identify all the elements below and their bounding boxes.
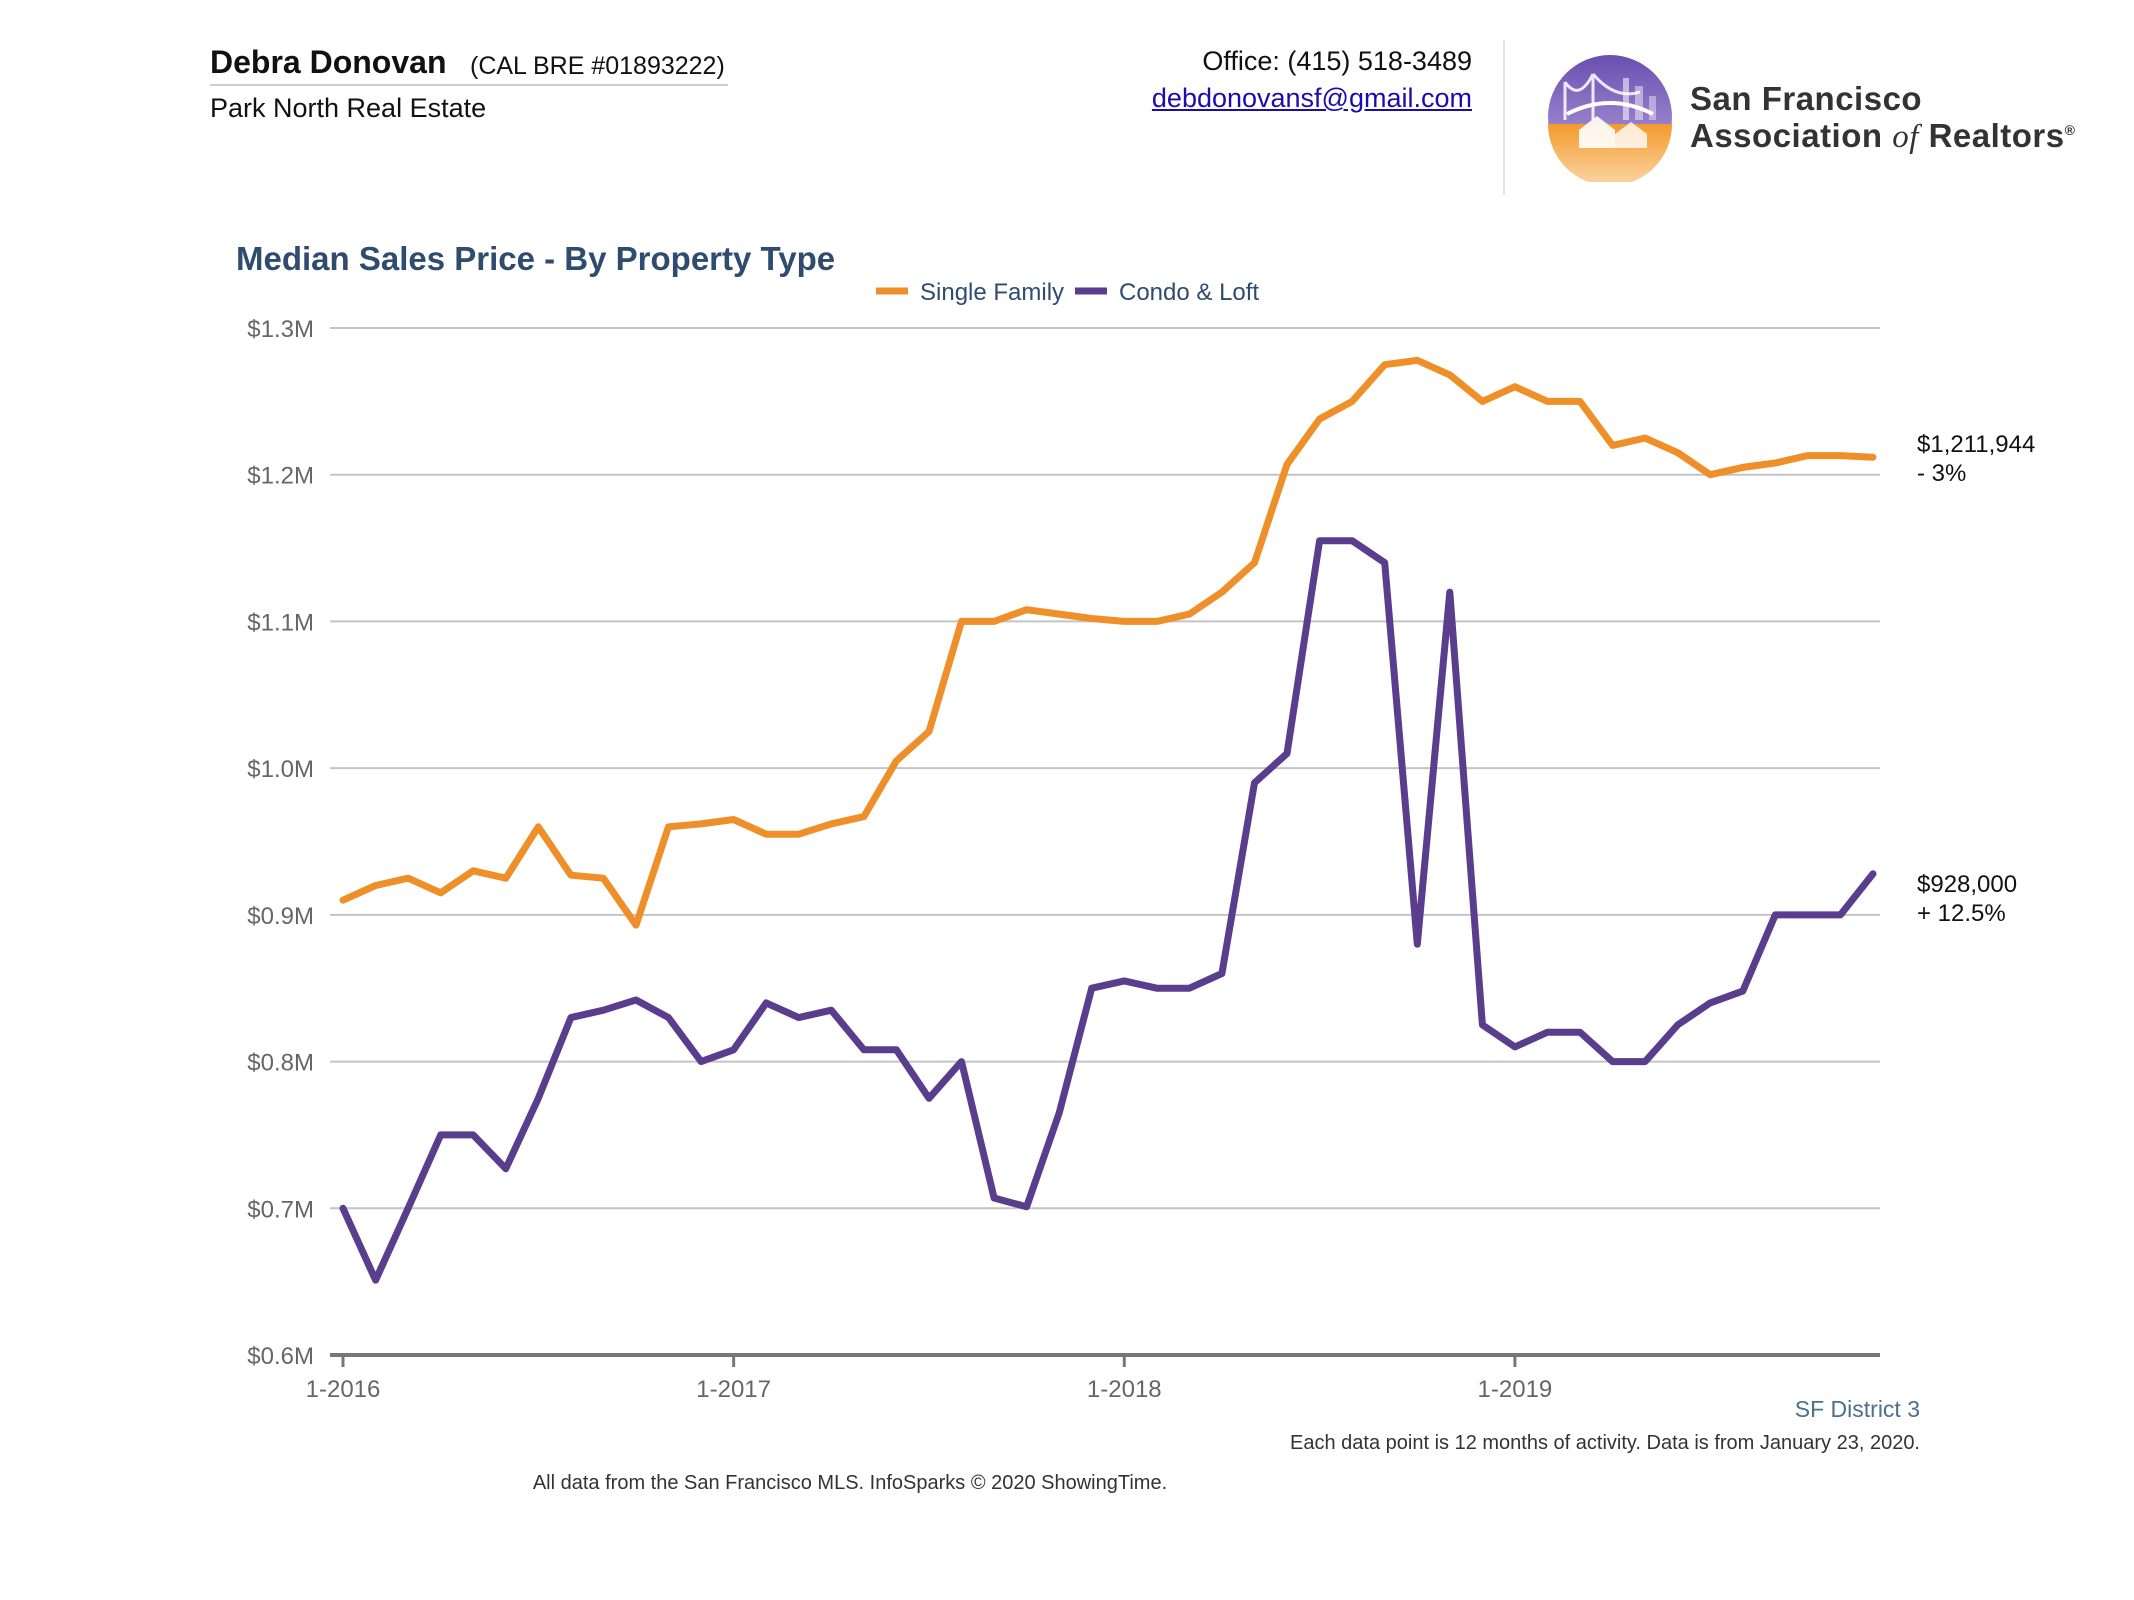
agent-name: Debra Donovan [210, 44, 447, 80]
legend-label: Single Family [920, 279, 1064, 306]
agent-company: Park North Real Estate [210, 93, 487, 123]
region-label: SF District 3 [1794, 1396, 1920, 1422]
y-tick-label: $1.0M [247, 756, 314, 783]
x-tick-label: 1-2018 [1087, 1376, 1162, 1403]
logo-text-line1: San Francisco [1690, 80, 1923, 117]
sfar-logo-icon [1548, 55, 1672, 182]
email-link[interactable]: debdonovansf@gmail.com [1151, 83, 1472, 113]
end-change-label: - 3% [1917, 460, 1966, 487]
x-tick-label: 1-2016 [306, 1376, 381, 1403]
source-note: All data from the San Francisco MLS. Inf… [532, 1472, 1168, 1494]
office-phone: Office: (415) 518-3489 [1202, 46, 1472, 76]
y-tick-label: $0.7M [247, 1196, 314, 1223]
agent-license: (CAL BRE #01893222) [470, 52, 725, 80]
header-divider [210, 84, 728, 86]
y-tick-label: $1.2M [247, 463, 314, 490]
series-line-condo-loft [339, 537, 1877, 1284]
chart-title: Median Sales Price - By Property Type [236, 240, 836, 277]
y-tick-label: $0.9M [247, 903, 314, 930]
y-tick-label: $0.6M [247, 1343, 314, 1370]
legend-label: Condo & Loft [1119, 279, 1259, 306]
y-tick-label: $1.1M [247, 609, 314, 636]
end-value-label: $1,211,944 [1917, 431, 2035, 458]
y-tick-label: $0.8M [247, 1050, 314, 1077]
data-note: Each data point is 12 months of activity… [1290, 1432, 1920, 1454]
series-line-single-family [339, 356, 1877, 929]
end-change-label: + 12.5% [1917, 900, 2006, 927]
x-tick-label: 1-2019 [1478, 1376, 1553, 1403]
header-vertical-divider [1503, 40, 1505, 195]
y-tick-label: $1.3M [247, 316, 314, 343]
logo-text-line2: Association of Realtors® [1690, 117, 2076, 155]
x-tick-label: 1-2017 [696, 1376, 771, 1403]
end-value-label: $928,000 [1917, 871, 2017, 898]
